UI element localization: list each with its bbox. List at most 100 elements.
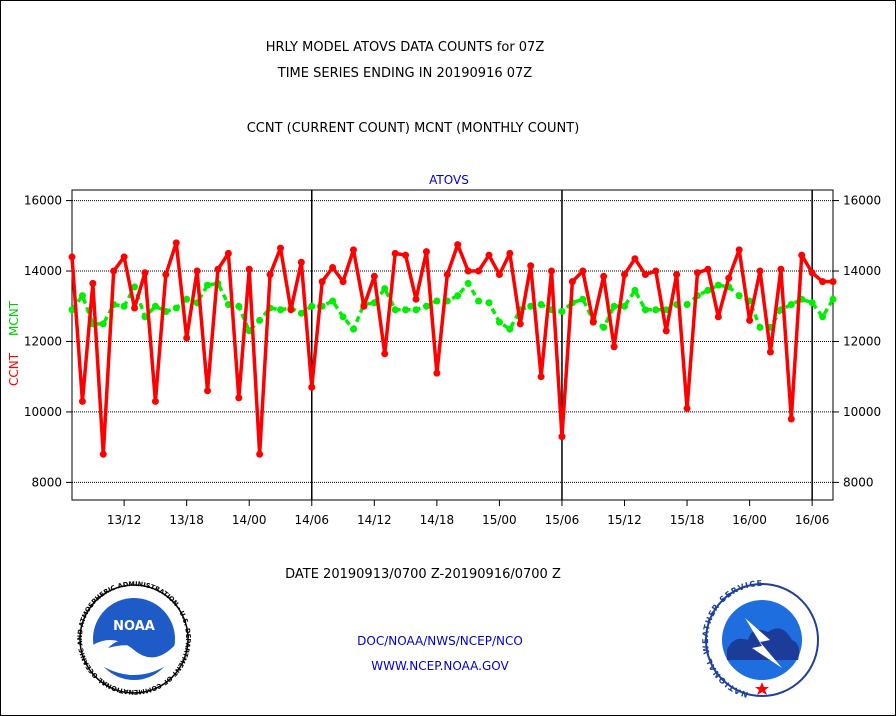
x-tick-label: 14/12 — [357, 513, 392, 527]
y-tick-label-left: 12000 — [24, 334, 62, 348]
ccnt-point — [673, 271, 681, 279]
mcnt-point — [610, 302, 618, 310]
ccnt-point — [339, 278, 347, 286]
ccnt-point — [402, 251, 410, 259]
ccnt-point — [485, 251, 493, 259]
ccnt-point — [151, 397, 159, 405]
ccnt-point — [516, 320, 524, 328]
ccnt-point — [235, 394, 243, 402]
ccnt-point — [621, 271, 629, 279]
ccnt-point — [527, 262, 535, 270]
url-label: WWW.NCEP.NOAA.GOV — [371, 659, 509, 673]
ccnt-point — [600, 272, 608, 280]
ccnt-point — [829, 278, 837, 286]
chart-title-line-2: TIME SERIES ENDING IN 20190916 07Z — [277, 66, 533, 81]
ccnt-point — [204, 387, 212, 395]
x-tick-label: 14/06 — [294, 513, 329, 527]
x-tick-label: 15/12 — [607, 513, 642, 527]
mcnt-point — [475, 297, 483, 305]
mcnt-point — [349, 325, 357, 333]
ccnt-point — [193, 267, 201, 275]
plot-border — [71, 189, 834, 501]
mcnt-point — [78, 292, 86, 300]
ccnt-point — [641, 271, 649, 279]
ccnt-point — [183, 334, 191, 342]
mcnt-point — [537, 300, 545, 308]
mcnt-point — [151, 302, 159, 310]
ccnt-point — [746, 316, 754, 324]
mcnt-point — [204, 281, 212, 289]
ccnt-point — [662, 327, 670, 335]
ccnt-point — [631, 255, 639, 263]
ccnt-point — [224, 249, 232, 257]
ccnt-point — [683, 404, 691, 412]
ccnt-point — [693, 269, 701, 277]
chart-panel-title: ATOVS — [429, 173, 469, 187]
ccnt-point — [704, 265, 712, 273]
ccnt-point — [287, 306, 295, 314]
y-axis-label-mcnt: MCNT — [7, 300, 21, 336]
mcnt-point — [558, 308, 566, 316]
mcnt-point — [329, 297, 337, 305]
ccnt-point — [819, 278, 827, 286]
ccnt-point — [756, 267, 764, 275]
mcnt-point — [808, 299, 816, 307]
ccnt-point — [464, 267, 472, 275]
ccnt-line — [70, 241, 833, 456]
ccnt-point — [579, 267, 587, 275]
ccnt-point — [495, 271, 503, 279]
y-axis-label-ccnt: CCNT — [7, 352, 21, 386]
mcnt-point — [579, 295, 587, 303]
y-tick-label-right: 12000 — [843, 334, 881, 348]
mcnt-point — [224, 300, 232, 308]
mcnt-point — [172, 304, 180, 312]
ccnt-point — [214, 265, 222, 273]
x-tick-label: 16/06 — [795, 513, 830, 527]
ccnt-point — [172, 239, 180, 247]
x-tick-label: 14/00 — [232, 513, 267, 527]
x-axis-ticks: 13/12 13/18 14/00 14/06 14/12 14/18 15/00 15/06… — [107, 500, 830, 527]
plot-area — [71, 189, 834, 501]
ccnt-point — [558, 433, 566, 441]
mcnt-point — [235, 302, 243, 310]
ccnt-point — [131, 304, 139, 312]
ccnt-point — [370, 272, 378, 280]
ccnt-point — [735, 246, 743, 254]
mcnt-point — [464, 279, 472, 287]
mcnt-point — [704, 286, 712, 294]
mcnt-point — [714, 281, 722, 289]
ccnt-point — [454, 241, 462, 249]
y-tick-label-right: 8000 — [843, 475, 874, 489]
ccnt-point — [412, 295, 420, 303]
org-label: DOC/NOAA/NWS/NCEP/NCO — [357, 634, 523, 648]
ccnt-point — [245, 265, 253, 273]
ccnt-point — [318, 278, 326, 286]
x-tick-label: 16/00 — [732, 513, 767, 527]
ccnt-point — [475, 267, 483, 275]
y-tick-label-left: 16000 — [24, 194, 62, 208]
ccnt-point — [78, 397, 86, 405]
ccnt-point — [381, 350, 389, 358]
mcnt-point — [600, 323, 608, 331]
ccnt-point — [808, 269, 816, 277]
ccnt-point — [308, 383, 316, 391]
mcnt-point — [454, 292, 462, 300]
period-divider-lines — [311, 190, 813, 500]
ccnt-point — [537, 373, 545, 381]
y-axis-ticks: 8000 8000 10000 10000 12000 12000 14000 14000 16… — [24, 194, 881, 490]
y-tick-label-right: 16000 — [843, 194, 881, 208]
noaa-logo-text: NOAA — [113, 619, 155, 634]
x-tick-label: 13/18 — [169, 513, 204, 527]
ccnt-point — [766, 348, 774, 356]
ccnt-point — [266, 271, 274, 279]
mcnt-point — [391, 306, 399, 314]
series-ccnt — [68, 239, 837, 458]
x-tick-label: 13/12 — [107, 513, 142, 527]
mcnt-point — [641, 306, 649, 314]
ccnt-point — [589, 318, 597, 326]
ccnt-point — [443, 271, 451, 279]
ccnt-point — [349, 246, 357, 254]
x-tick-label: 15/18 — [670, 513, 705, 527]
mcnt-point — [621, 302, 629, 310]
